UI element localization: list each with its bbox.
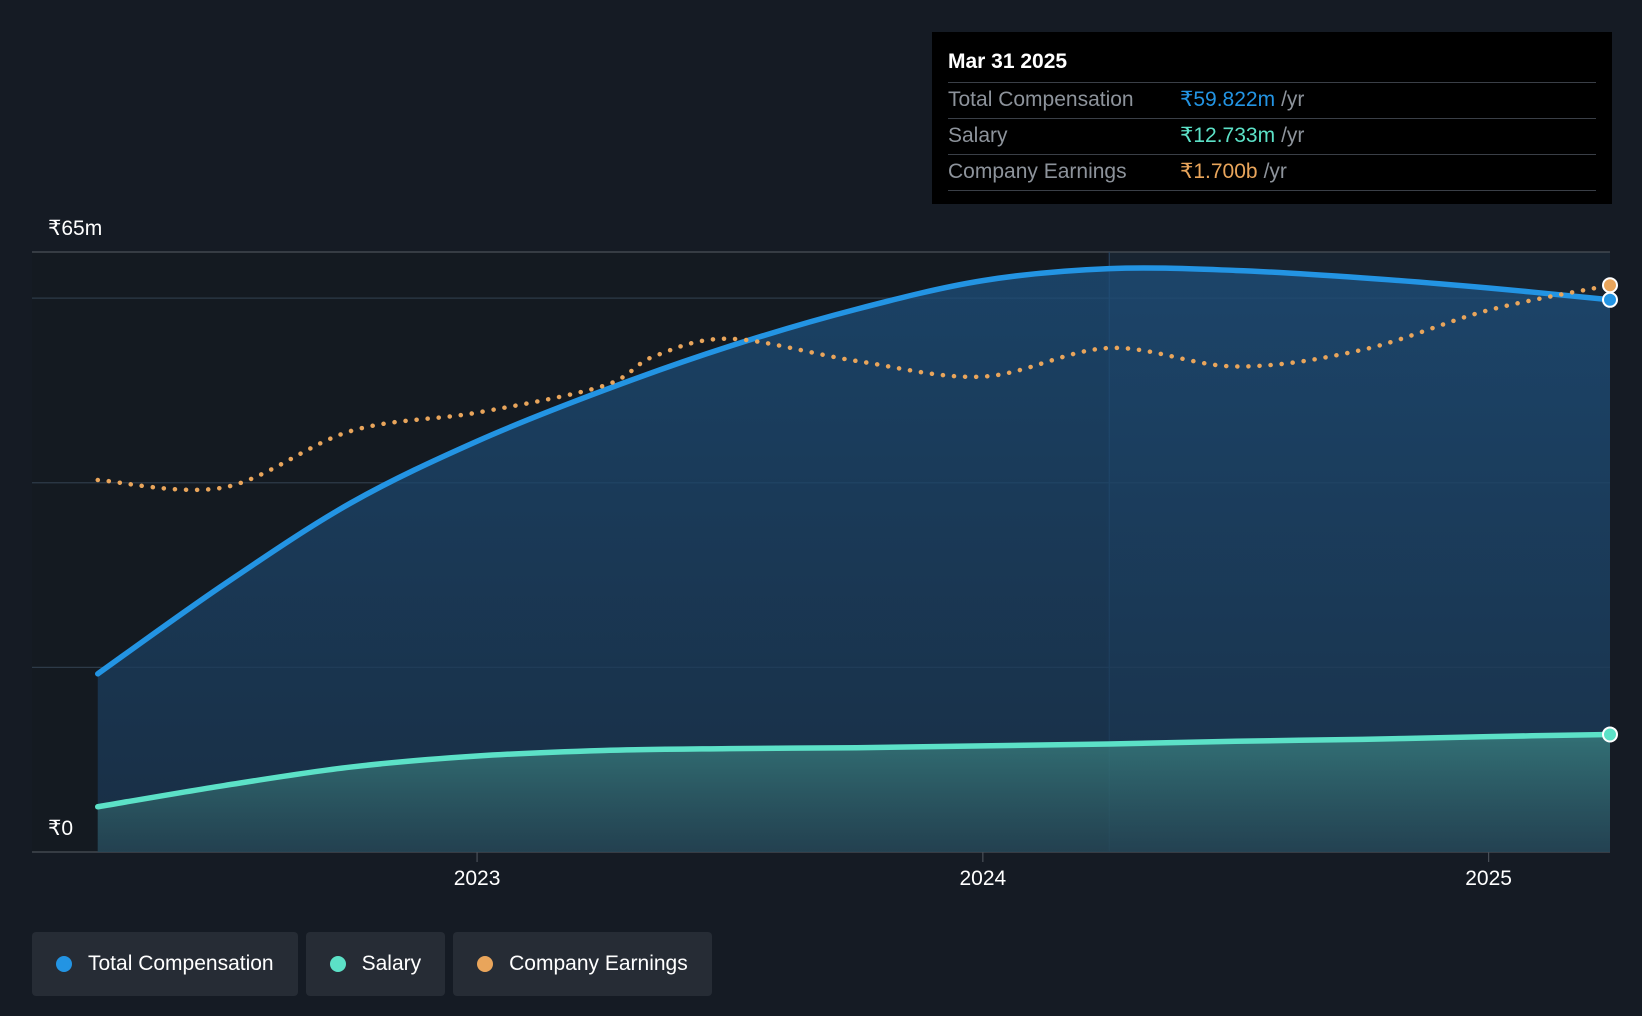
total-compensation-end-marker	[1602, 291, 1618, 308]
tooltip-label: Total Compensation	[948, 88, 1134, 111]
legend-item-company-earnings[interactable]: Company Earnings	[453, 932, 712, 996]
tooltip-row-company-earnings: Company Earnings ₹1.700b/yr	[948, 155, 1596, 191]
legend-dot-icon	[56, 956, 72, 972]
total-compensation-line	[95, 265, 1613, 677]
x-tick-label: 2023	[454, 867, 501, 890]
salary-area	[97, 734, 1610, 852]
x-tick-label: 2025	[1465, 867, 1512, 890]
salary-line	[95, 731, 1613, 810]
tooltip-unit: /yr	[1263, 160, 1287, 183]
tooltip-row-total-compensation: Total Compensation ₹59.822m/yr	[948, 83, 1596, 119]
tooltip-value-wrap: ₹1.700b/yr	[1180, 155, 1287, 189]
tooltip: Mar 31 2025 Total Compensation ₹59.822m /…	[932, 32, 1612, 204]
y-axis-top-label: ₹65m	[48, 217, 103, 240]
tooltip-date: Mar 31 2025	[948, 32, 1596, 83]
total-compensation-area	[97, 267, 1610, 853]
tooltip-value: ₹12.733m	[1180, 124, 1276, 147]
legend-dot-icon	[329, 956, 346, 972]
y-axis-bottom-label: ₹0	[48, 817, 74, 840]
company-earnings-end-marker	[1602, 277, 1618, 294]
tooltip-value-wrap: ₹59.822m/yr	[1180, 83, 1304, 117]
tooltip-value-wrap: ₹12.733m/yr	[1180, 119, 1304, 153]
tooltip-unit: /yr	[1281, 124, 1305, 147]
legend-label: Company Earnings	[509, 952, 688, 975]
tooltip-value: ₹59.822m	[1180, 88, 1276, 111]
company-earnings-line	[95, 282, 1613, 493]
tooltip-unit: /yr	[1281, 88, 1305, 111]
tooltip-value: ₹1.700b	[1180, 160, 1258, 183]
tooltip-label: Salary	[948, 124, 1008, 147]
tooltip-row-salary: Salary ₹12.733m/yr	[948, 119, 1596, 155]
legend-dot-icon	[477, 956, 494, 972]
salary-end-marker	[1602, 726, 1618, 743]
tooltip-label: Company Earnings	[948, 160, 1127, 183]
legend-label: Total Compensation	[88, 952, 274, 975]
x-tick-label: 2024	[959, 867, 1006, 890]
legend: Total Compensation Salary Company Earnin…	[32, 932, 712, 996]
legend-item-salary[interactable]: Salary	[305, 932, 446, 996]
legend-item-total-compensation[interactable]: Total Compensation	[32, 932, 298, 996]
legend-label: Salary	[361, 952, 422, 975]
